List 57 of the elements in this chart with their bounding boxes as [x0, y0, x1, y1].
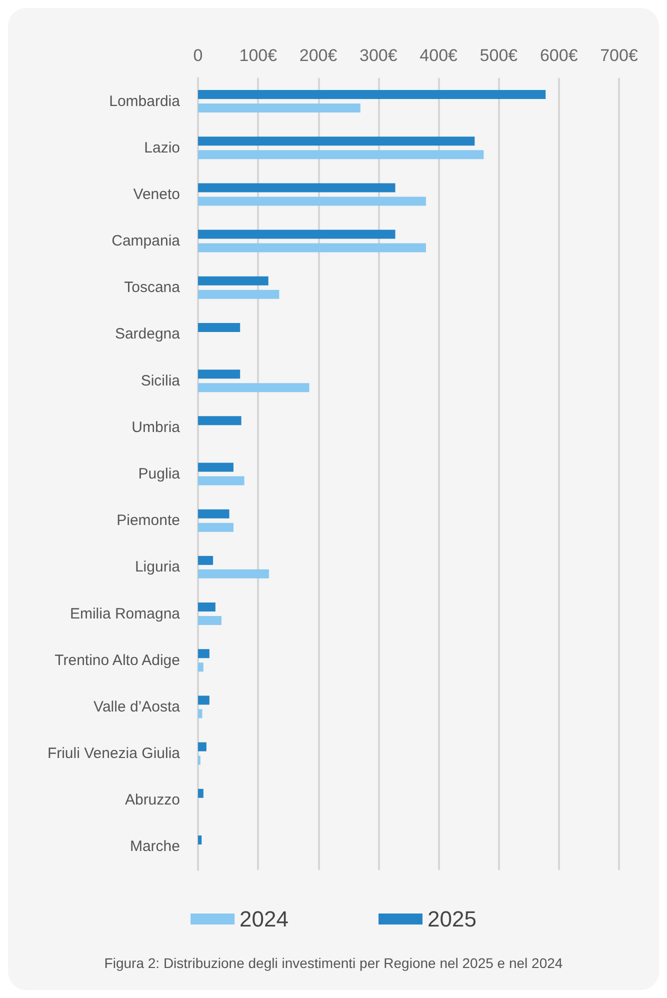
bar — [198, 522, 234, 532]
bar — [198, 556, 214, 565]
legend-label: 2025 — [428, 906, 476, 932]
bar — [198, 276, 268, 286]
bar — [198, 476, 244, 486]
bar — [198, 290, 280, 299]
y-tick-label: Piemonte — [116, 512, 180, 530]
bar — [198, 616, 222, 626]
y-tick-label: Lazio — [144, 139, 180, 156]
bar — [198, 416, 242, 426]
y-tick-label: Lombardia — [109, 92, 181, 110]
x-tick-label: 700€ — [600, 46, 638, 65]
bar — [198, 569, 269, 578]
bar — [198, 136, 475, 146]
bar — [198, 150, 484, 160]
bar — [198, 196, 426, 206]
bar — [198, 383, 310, 392]
text: Figura 2: Distribuzione degli investimenti per Regione nel 2025 e nel 2024 — [104, 955, 563, 971]
x-tick-label: 0 — [193, 46, 203, 65]
y-tick-label: Trentino Alto Adige — [54, 652, 180, 669]
y-tick-label: Sicilia — [140, 372, 181, 390]
y-tick-label: Campania — [112, 232, 181, 250]
y-tick-label: Umbria — [132, 418, 181, 436]
y-tick-label: Puglia — [138, 466, 181, 482]
bar — [198, 709, 202, 718]
bar — [198, 243, 426, 252]
y-tick-label: Valle d’Aosta — [94, 698, 181, 716]
bar — [198, 649, 210, 658]
x-tick-label: 600€ — [540, 46, 578, 65]
bar — [198, 835, 202, 844]
bar — [198, 90, 546, 100]
bar — [198, 183, 396, 192]
x-tick-label: 100€ — [239, 46, 278, 65]
x-tick-label: 200€ — [299, 46, 338, 65]
bar — [198, 462, 234, 472]
x-tick-label: 400€ — [420, 46, 458, 65]
bar — [198, 742, 206, 752]
bar — [198, 230, 396, 239]
y-tick-label: Toscana — [124, 279, 181, 296]
bar — [198, 788, 204, 798]
legend-label: 2024 — [240, 906, 289, 932]
bar — [198, 104, 360, 113]
bar — [198, 370, 240, 379]
y-tick-label: Sardegna — [114, 326, 181, 343]
x-tick-label: 500€ — [480, 46, 518, 65]
bar — [198, 662, 204, 672]
y-tick-label: Marche — [130, 838, 180, 856]
bar — [198, 696, 210, 705]
y-tick-label: Emilia Romagna — [70, 605, 181, 622]
y-tick-label: Veneto — [133, 186, 180, 203]
y-tick-label: Liguria — [134, 558, 181, 576]
y-tick-label: Friuli Venezia Giulia — [47, 745, 181, 762]
bar — [198, 602, 216, 612]
y-tick-label: Abruzzo — [124, 792, 180, 809]
bar — [198, 509, 230, 518]
bar — [198, 322, 240, 332]
x-tick-label: 300€ — [360, 46, 398, 65]
